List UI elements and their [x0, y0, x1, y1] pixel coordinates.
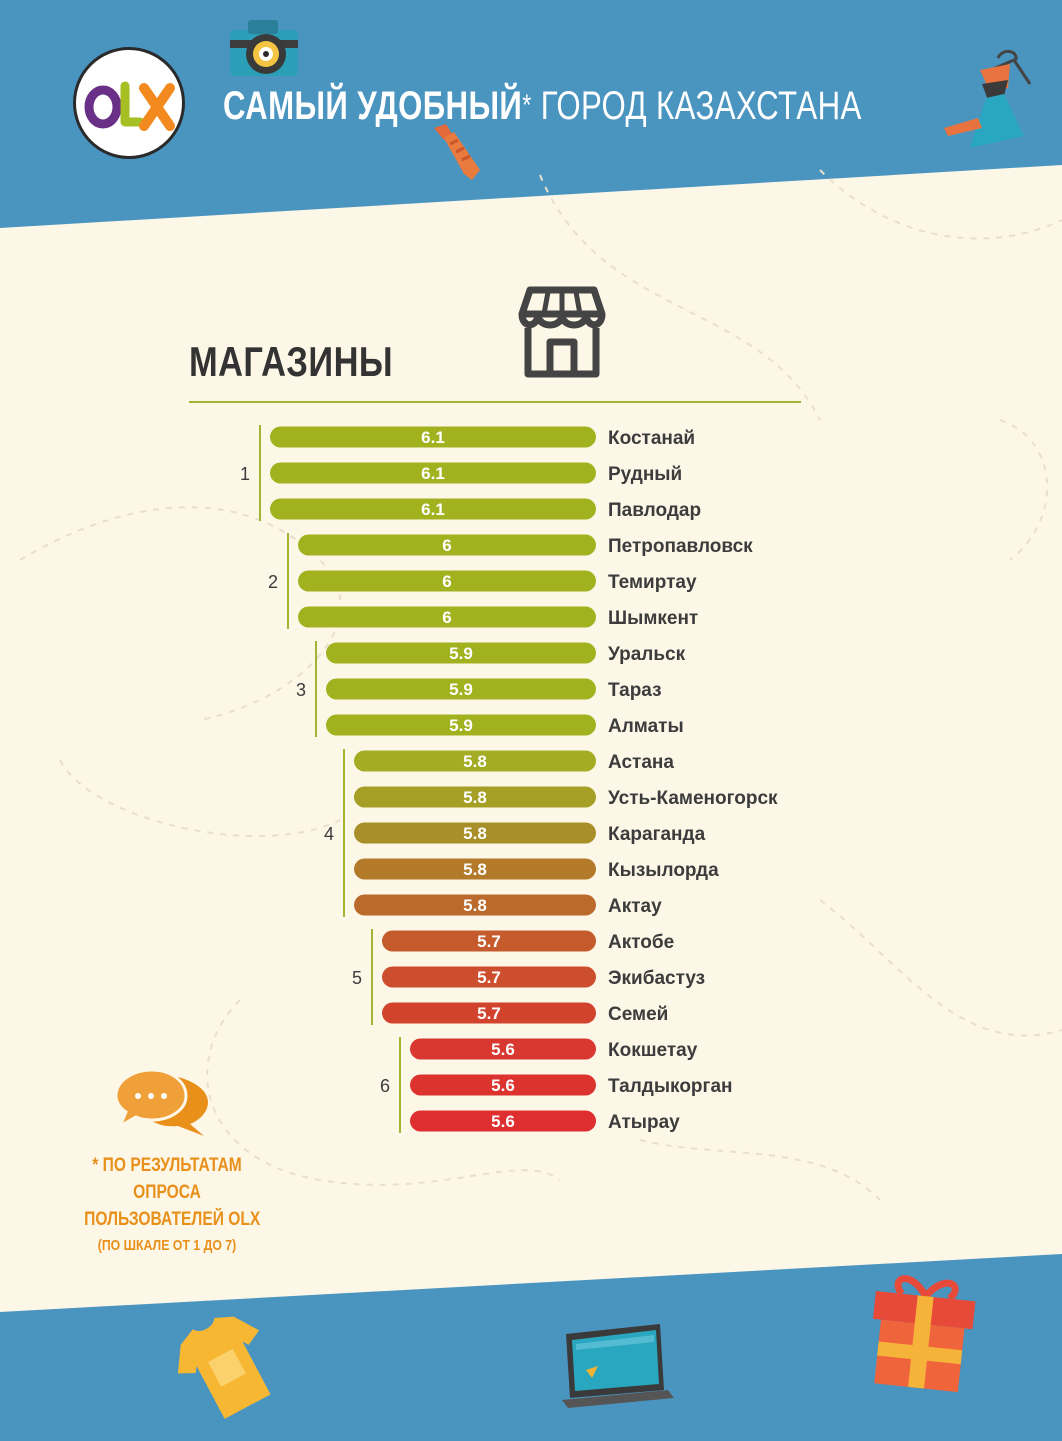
bar — [270, 498, 596, 520]
city-label: Уральск — [608, 644, 686, 665]
bar-value-label: 5.8 — [463, 896, 487, 915]
rank-label: 4 — [324, 824, 334, 844]
bar-value-label: 5.9 — [449, 716, 473, 735]
city-label: Семей — [608, 1004, 668, 1025]
title-asterisk: * — [522, 89, 532, 122]
footnote-scale-note: (ПО ШКАЛЕ ОТ 1 ДО 7) — [97, 1237, 237, 1254]
rank-label: 2 — [268, 572, 278, 592]
city-label: Астана — [608, 752, 674, 773]
city-label: Костанай — [608, 428, 695, 449]
bar-value-label: 5.8 — [463, 752, 487, 771]
city-label: Усть-Каменогорск — [608, 788, 778, 809]
city-label: Темиртау — [608, 572, 697, 593]
bar — [410, 1074, 596, 1096]
bar — [354, 858, 596, 880]
city-label: Караганда — [608, 824, 706, 845]
bar — [410, 1110, 596, 1132]
bar — [382, 1002, 596, 1024]
bar-value-label: 5.8 — [463, 788, 487, 807]
bar-value-label: 6 — [442, 608, 451, 627]
footnote-line-2: ОПРОСА — [133, 1182, 201, 1203]
bar-value-label: 5.7 — [477, 968, 501, 987]
bar — [326, 642, 596, 664]
page-title: САМЫЙ УДОБНЫЙ* ГОРОД КАЗАХСТАНА — [223, 80, 862, 132]
city-label: Тараз — [608, 680, 662, 701]
bar — [354, 894, 596, 916]
city-label: Шымкент — [608, 608, 698, 629]
bar — [354, 786, 596, 808]
bar — [270, 462, 596, 484]
bar-value-label: 6.1 — [421, 500, 445, 519]
rank-label: 3 — [296, 680, 306, 700]
bar — [326, 678, 596, 700]
bar — [354, 822, 596, 844]
chat-bubbles-icon — [114, 1068, 208, 1136]
bar — [354, 750, 596, 772]
gift-icon — [873, 1275, 976, 1393]
olx-logo — [73, 47, 185, 159]
footnote: * ПО РЕЗУЛЬТАТАМ ОПРОСА ПОЛЬЗОВАТЕЛЕЙ OL… — [66, 1152, 268, 1259]
footnote-line-3: ПОЛЬЗОВАТЕЛЕЙ OLX — [84, 1209, 261, 1230]
bar-value-label: 6.1 — [421, 428, 445, 447]
bar-value-label: 5.8 — [463, 860, 487, 879]
bar — [270, 426, 596, 448]
dress-on-hanger-icon — [944, 50, 1032, 148]
bar-value-label: 5.7 — [477, 1004, 501, 1023]
footnote-line-1: * ПО РЕЗУЛЬТАТАМ — [92, 1155, 242, 1176]
city-label: Кокшетау — [608, 1040, 698, 1061]
bar-value-label: 5.6 — [491, 1040, 515, 1059]
section-title: МАГАЗИНЫ — [189, 338, 393, 385]
city-label: Атырау — [608, 1112, 680, 1133]
city-label: Алматы — [608, 716, 684, 737]
city-label: Кызылорда — [608, 860, 719, 881]
bar-value-label: 5.9 — [449, 680, 473, 699]
tshirt-icon — [177, 1316, 271, 1419]
decorative-dashed-curves — [19, 169, 1062, 1201]
title-bold: САМЫЙ УДОБНЫЙ — [223, 84, 523, 128]
bar-value-label: 5.6 — [491, 1076, 515, 1095]
title-rest: ГОРОД КАЗАХСТАНА — [531, 84, 862, 128]
bar-value-label: 5.7 — [477, 932, 501, 951]
rank-label: 1 — [240, 464, 250, 484]
rank-label: 5 — [352, 968, 362, 988]
city-label: Петропавловск — [608, 536, 753, 557]
bar-value-label: 5.6 — [491, 1112, 515, 1131]
bar — [382, 966, 596, 988]
city-label: Павлодар — [608, 500, 701, 521]
bar — [298, 534, 596, 556]
city-label: Актобе — [608, 932, 674, 953]
section-divider — [189, 401, 801, 403]
store-icon — [518, 286, 606, 378]
bar-value-label: 5.8 — [463, 824, 487, 843]
laptop-icon — [562, 1324, 674, 1408]
olx-logo-mark — [84, 81, 175, 131]
bar — [326, 714, 596, 736]
city-label: Экибастуз — [608, 968, 705, 989]
city-label: Рудный — [608, 464, 682, 485]
tie-icon — [434, 124, 480, 180]
bar-value-label: 6.1 — [421, 464, 445, 483]
rank-label: 6 — [380, 1076, 390, 1096]
city-label: Актау — [608, 896, 662, 917]
city-label: Талдыкорган — [608, 1076, 732, 1097]
bar — [298, 570, 596, 592]
bar-value-label: 6 — [442, 572, 451, 591]
bar — [410, 1038, 596, 1060]
bar-value-label: 5.9 — [449, 644, 473, 663]
bar-value-label: 6 — [442, 536, 451, 555]
camera-icon — [230, 20, 298, 76]
bar — [382, 930, 596, 952]
bar — [298, 606, 596, 628]
